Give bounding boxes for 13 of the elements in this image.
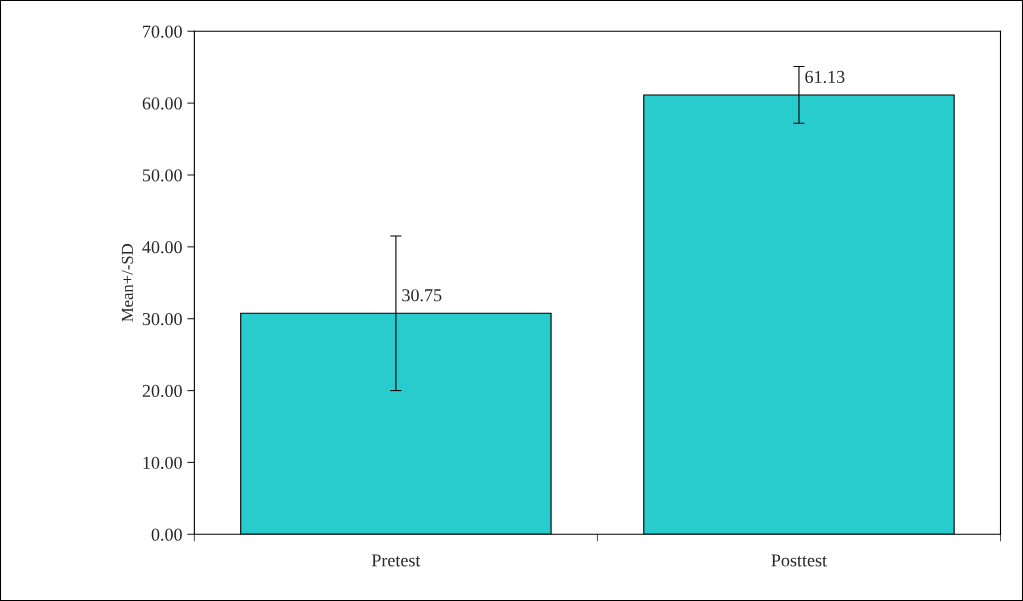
x-tick-label: Pretest <box>371 554 421 567</box>
data-label: 61.13 <box>805 70 845 84</box>
y-tick-label: 30.00 <box>142 312 182 326</box>
y-tick-label: 40.00 <box>142 241 182 254</box>
y-tick-label: 20.00 <box>142 384 182 398</box>
y-tick-label: 10.00 <box>143 456 182 469</box>
y-tick-label: 0.00 <box>151 528 182 541</box>
y-tick-label: 60.00 <box>142 97 182 110</box>
x-tick-label: Posttest <box>771 554 827 567</box>
y-tick-label: 50.00 <box>142 169 182 182</box>
y-axis-title: Mean+/-SD <box>121 244 133 322</box>
y-tick-label: 70.00 <box>143 25 182 38</box>
data-label: 30.75 <box>402 289 442 302</box>
